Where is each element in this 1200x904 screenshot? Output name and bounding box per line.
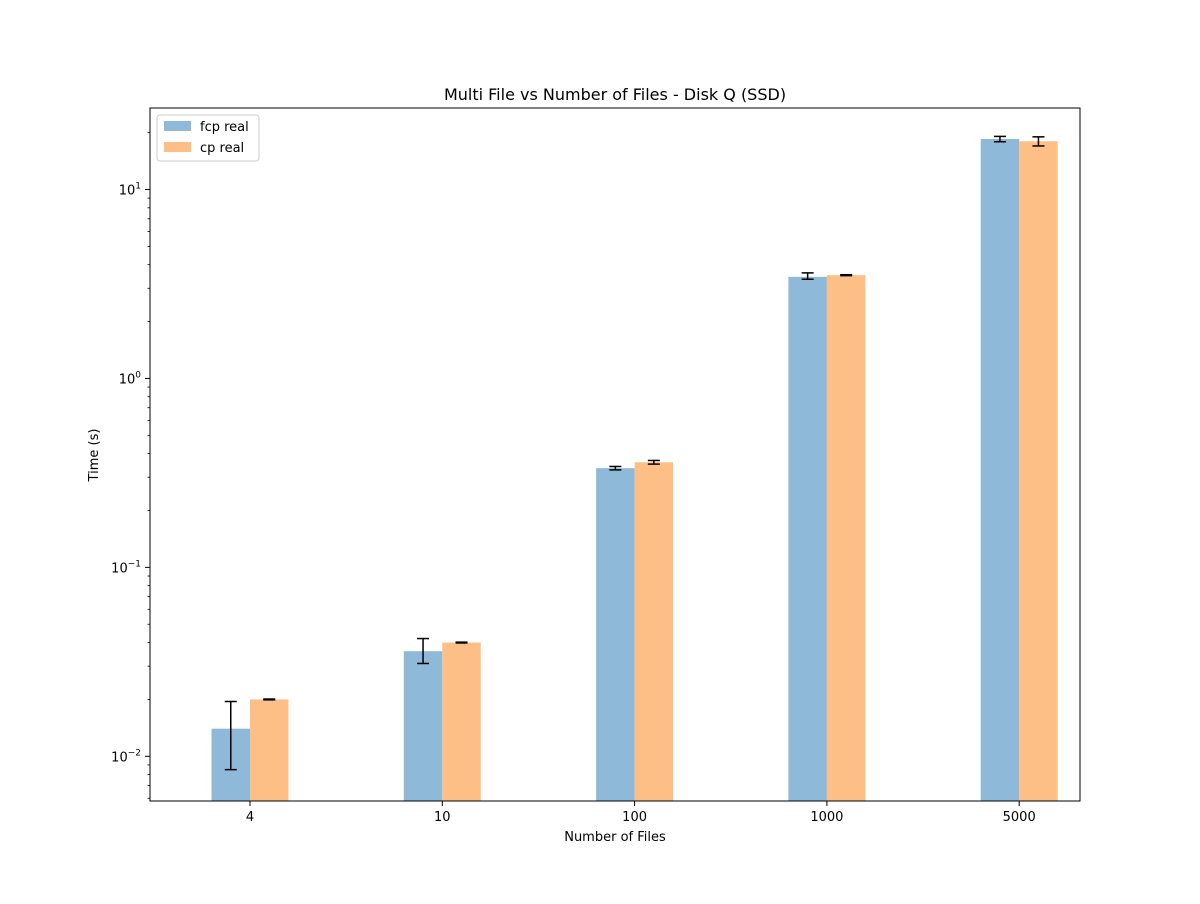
bar-cp-4 <box>250 699 289 801</box>
bar-cp-1000 <box>826 275 866 801</box>
legend-label-fcp: fcp real <box>200 120 249 135</box>
bar-fcp-10 <box>403 651 443 801</box>
x-tick-label: 1000 <box>810 810 843 825</box>
y-tick-label: 100 <box>119 370 142 387</box>
x-axis-label: Number of Files <box>564 830 666 845</box>
bar-cp-5000 <box>1019 141 1058 802</box>
legend-swatch-cp <box>164 142 191 152</box>
x-tick-label: 10 <box>434 810 451 825</box>
bar-fcp-100 <box>596 468 635 801</box>
x-tick-label: 4 <box>246 810 254 825</box>
x-tick-label: 100 <box>622 810 647 825</box>
x-tick-label: 5000 <box>1003 810 1036 825</box>
errorbars-layer <box>224 135 1045 771</box>
bar-fcp-1000 <box>788 276 827 801</box>
y-tick-label: 10−1 <box>111 559 141 576</box>
plot-frame <box>149 107 1081 802</box>
axes-layer: 4 10 100 1000 5000 10−2 10−1 100 101 <box>111 107 1081 825</box>
legend: fcp real cp real <box>156 114 260 162</box>
bars-layer <box>211 139 1058 802</box>
chart-title: Multi File vs Number of Files - Disk Q (… <box>444 85 786 104</box>
bar-cp-10 <box>442 642 481 801</box>
bar-fcp-5000 <box>980 139 1020 802</box>
legend-swatch-fcp <box>164 121 191 131</box>
y-axis-label: Time (s) <box>87 429 102 483</box>
bar-cp-100 <box>634 462 674 801</box>
legend-label-cp: cp real <box>200 141 244 156</box>
y-tick-label: 101 <box>119 181 141 198</box>
y-tick-label: 10−2 <box>111 748 141 765</box>
